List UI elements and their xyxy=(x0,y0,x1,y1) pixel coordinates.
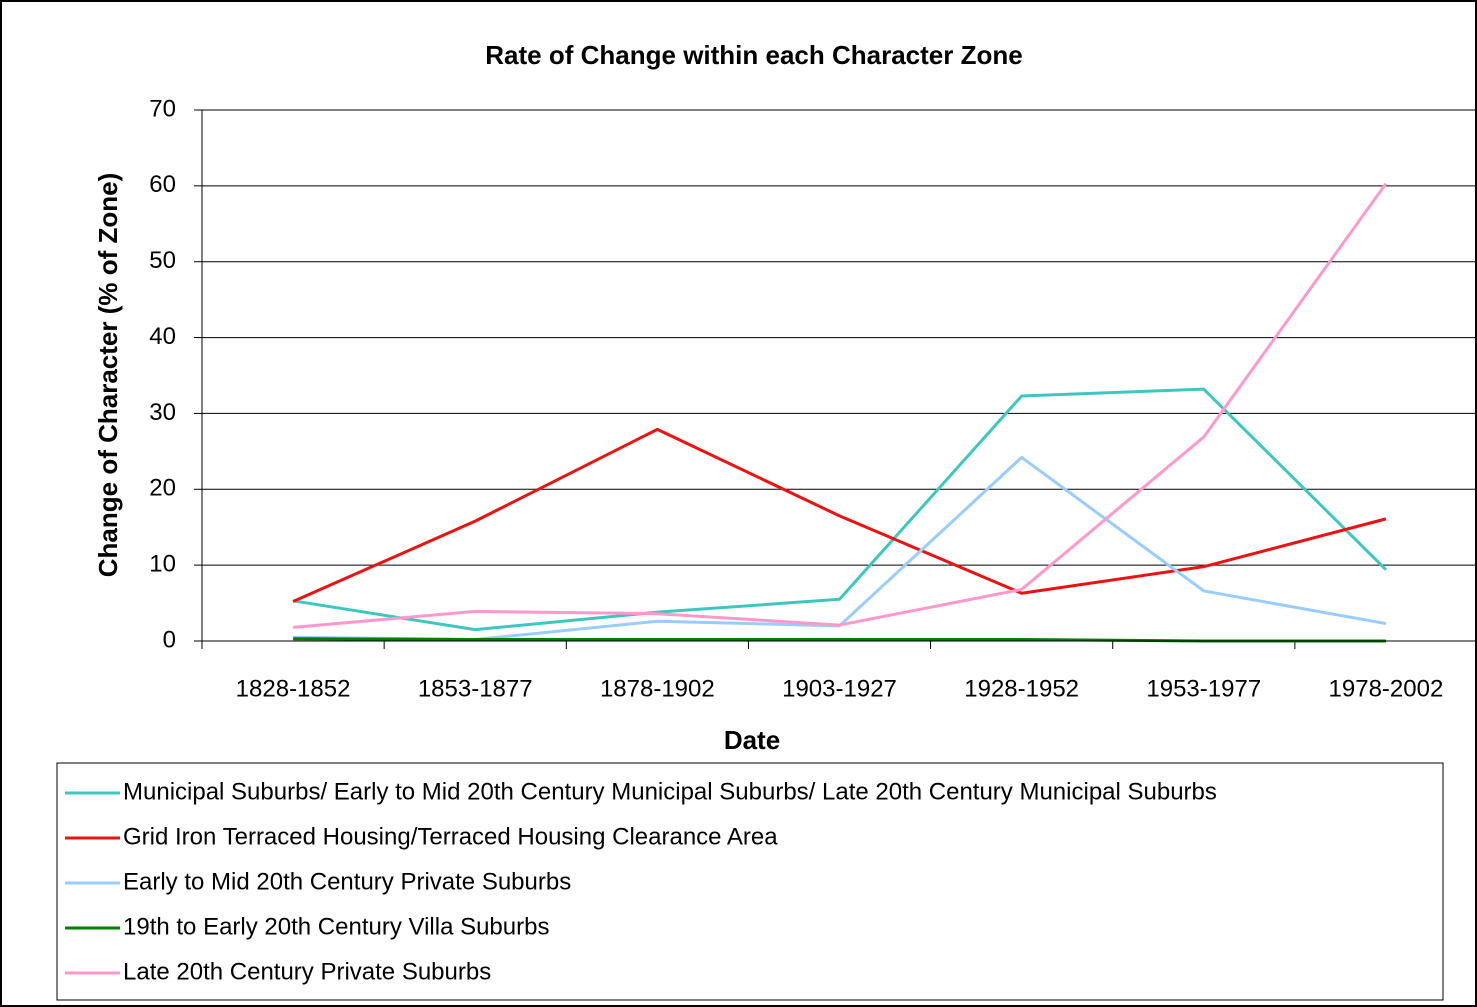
y-tick-label: 10 xyxy=(149,550,176,577)
series-line xyxy=(292,182,1388,629)
series-line xyxy=(292,387,1387,632)
legend-label: 19th to Early 20th Century Villa Suburbs xyxy=(123,913,549,940)
x-tick-label: 1978-2002 xyxy=(1329,675,1444,702)
y-tick-label: 0 xyxy=(163,626,176,653)
x-tick-label: 1853-1877 xyxy=(418,675,533,702)
y-tick-label: 30 xyxy=(149,399,176,426)
legend-label: Late 20th Century Private Suburbs xyxy=(123,958,491,985)
x-tick-label: 1928-1952 xyxy=(964,675,1079,702)
y-tick-label: 50 xyxy=(149,247,176,274)
x-tick-label: 1953-1977 xyxy=(1146,675,1261,702)
legend-label: Grid Iron Terraced Housing/Terraced Hous… xyxy=(123,823,778,850)
y-tick-label: 70 xyxy=(149,95,176,122)
x-tick-label: 1903-1927 xyxy=(782,675,897,702)
legend-label: Municipal Suburbs/ Early to Mid 20th Cen… xyxy=(123,778,1217,805)
x-tick-label: 1828-1852 xyxy=(236,675,351,702)
x-axis-label: Date xyxy=(724,725,780,755)
legend-box xyxy=(56,762,1444,1001)
x-tick-label: 1878-1902 xyxy=(600,675,715,702)
chart-title: Rate of Change within each Character Zon… xyxy=(485,40,1022,70)
y-tick-label: 40 xyxy=(149,323,176,350)
y-tick-label: 60 xyxy=(149,171,176,198)
y-tick-label: 20 xyxy=(149,475,176,502)
y-axis-label: Change of Character (% of Zone) xyxy=(93,173,123,577)
series-line xyxy=(292,427,1387,603)
legend-label: Early to Mid 20th Century Private Suburb… xyxy=(123,868,571,895)
